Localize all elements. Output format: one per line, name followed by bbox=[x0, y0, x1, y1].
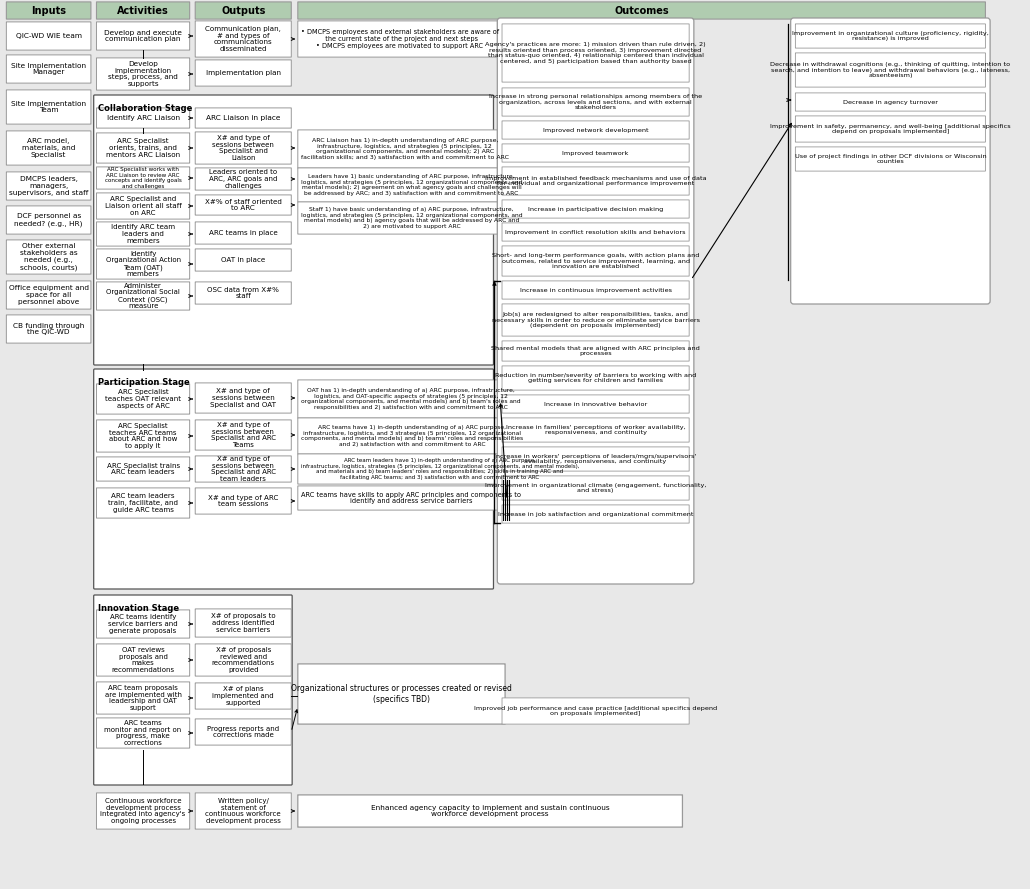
FancyBboxPatch shape bbox=[502, 200, 689, 218]
FancyBboxPatch shape bbox=[97, 58, 190, 90]
FancyBboxPatch shape bbox=[196, 683, 291, 709]
FancyBboxPatch shape bbox=[502, 505, 689, 523]
FancyBboxPatch shape bbox=[97, 22, 190, 50]
FancyBboxPatch shape bbox=[196, 132, 291, 164]
FancyBboxPatch shape bbox=[791, 18, 990, 304]
Text: ARC Specialist
teaches ARC teams
about ARC and how
to apply it: ARC Specialist teaches ARC teams about A… bbox=[109, 423, 177, 449]
FancyBboxPatch shape bbox=[97, 384, 190, 414]
Text: Improvement in organizational climate (engagement, functionality,
and stress): Improvement in organizational climate (e… bbox=[485, 483, 707, 493]
Text: Outputs: Outputs bbox=[221, 5, 266, 15]
Text: Activities: Activities bbox=[117, 5, 169, 15]
FancyBboxPatch shape bbox=[502, 167, 689, 195]
Text: Site Implementation
Manager: Site Implementation Manager bbox=[11, 62, 87, 76]
FancyBboxPatch shape bbox=[196, 644, 291, 677]
FancyBboxPatch shape bbox=[94, 595, 293, 785]
FancyBboxPatch shape bbox=[795, 53, 986, 87]
Text: ARC teams identify
service barriers and
generate proposals: ARC teams identify service barriers and … bbox=[108, 614, 178, 634]
FancyBboxPatch shape bbox=[196, 168, 291, 190]
FancyBboxPatch shape bbox=[94, 369, 493, 589]
Text: OAT reviews
proposals and
makes
recommendations: OAT reviews proposals and makes recommen… bbox=[111, 647, 175, 673]
FancyBboxPatch shape bbox=[196, 249, 291, 271]
Text: X# and type of ARC
team sessions: X# and type of ARC team sessions bbox=[208, 494, 278, 508]
FancyBboxPatch shape bbox=[6, 2, 91, 19]
Text: ARC teams in place: ARC teams in place bbox=[209, 230, 278, 236]
Text: ARC teams have skills to apply ARC principles and components to
identify and add: ARC teams have skills to apply ARC princ… bbox=[301, 492, 521, 504]
FancyBboxPatch shape bbox=[6, 315, 91, 343]
FancyBboxPatch shape bbox=[97, 793, 190, 829]
Text: Site Implementation
Team: Site Implementation Team bbox=[11, 100, 87, 114]
Text: Leaders have 1) basic understanding of ARC purpose, infrastructure,
logistics, a: Leaders have 1) basic understanding of A… bbox=[301, 174, 522, 196]
Text: X# and type of
sessions between
Specialist and ARC
Teams: X# and type of sessions between Speciali… bbox=[211, 422, 276, 448]
Text: Written policy/
statement of
continuous workforce
development process: Written policy/ statement of continuous … bbox=[205, 797, 281, 824]
FancyBboxPatch shape bbox=[795, 116, 986, 142]
Text: Organizational structures or processes created or revised
(specifics TBD): Organizational structures or processes c… bbox=[291, 685, 512, 703]
Text: Increase in innovative behavior: Increase in innovative behavior bbox=[544, 402, 647, 406]
Text: Staff 1) have basic understanding of a) ARC purpose, infrastructure,
logistics, : Staff 1) have basic understanding of a) … bbox=[301, 207, 522, 228]
FancyBboxPatch shape bbox=[298, 664, 505, 725]
Text: ARC Liaison in place: ARC Liaison in place bbox=[206, 115, 280, 121]
Text: CB funding through
the QIC-WD: CB funding through the QIC-WD bbox=[13, 323, 84, 335]
FancyBboxPatch shape bbox=[94, 95, 493, 365]
Text: ARC model,
materials, and
Specialist: ARC model, materials, and Specialist bbox=[22, 139, 75, 157]
FancyBboxPatch shape bbox=[795, 147, 986, 171]
FancyBboxPatch shape bbox=[502, 88, 689, 116]
Text: Identify
Organizational Action
Team (OAT)
members: Identify Organizational Action Team (OAT… bbox=[105, 251, 180, 277]
FancyBboxPatch shape bbox=[6, 240, 91, 274]
FancyBboxPatch shape bbox=[502, 24, 689, 82]
Text: Progress reports and
corrections made: Progress reports and corrections made bbox=[207, 725, 279, 739]
Text: Office equipment and
space for all
personnel above: Office equipment and space for all perso… bbox=[8, 285, 89, 305]
FancyBboxPatch shape bbox=[196, 282, 291, 304]
FancyBboxPatch shape bbox=[196, 456, 291, 482]
Text: Other external
stakeholders as
needed (e.g.,
schools, courts): Other external stakeholders as needed (e… bbox=[20, 244, 77, 270]
Text: Develop
implementation
steps, process, and
supports: Develop implementation steps, process, a… bbox=[108, 60, 178, 87]
Text: Improved job performance and case practice [additional specifics depend
on propo: Improved job performance and case practi… bbox=[474, 706, 717, 717]
FancyBboxPatch shape bbox=[97, 644, 190, 677]
Text: Use of project findings in other DCF divisions or Wisconsin
counties: Use of project findings in other DCF div… bbox=[794, 154, 986, 164]
Text: Develop and execute
communication plan: Develop and execute communication plan bbox=[104, 29, 182, 43]
FancyBboxPatch shape bbox=[502, 246, 689, 276]
FancyBboxPatch shape bbox=[497, 18, 694, 584]
FancyBboxPatch shape bbox=[6, 206, 91, 234]
FancyBboxPatch shape bbox=[502, 476, 689, 501]
Text: X# of proposals
reviewed and
recommendations
provided: X# of proposals reviewed and recommendat… bbox=[212, 647, 275, 673]
Text: Increase in families' perceptions of worker availability,
responsiveness, and co: Increase in families' perceptions of wor… bbox=[506, 425, 685, 436]
FancyBboxPatch shape bbox=[502, 698, 689, 725]
FancyBboxPatch shape bbox=[97, 222, 190, 246]
FancyBboxPatch shape bbox=[6, 55, 91, 83]
Text: Increase in continuous improvement activities: Increase in continuous improvement activ… bbox=[519, 287, 672, 292]
FancyBboxPatch shape bbox=[6, 22, 91, 50]
Text: Inputs: Inputs bbox=[31, 5, 66, 15]
FancyBboxPatch shape bbox=[97, 282, 190, 310]
Text: ARC Specialist
teaches OAT relevant
aspects of ARC: ARC Specialist teaches OAT relevant aspe… bbox=[105, 389, 181, 409]
FancyBboxPatch shape bbox=[298, 418, 497, 454]
Text: Identify ARC team
leaders and
members: Identify ARC team leaders and members bbox=[111, 224, 175, 244]
FancyBboxPatch shape bbox=[97, 457, 190, 481]
FancyBboxPatch shape bbox=[196, 609, 291, 637]
Text: Continuous workforce
development process
integrated into agency's
ongoing proces: Continuous workforce development process… bbox=[101, 797, 185, 824]
Text: Improvement in safety, permanency, and well-being [additional specifics
depend o: Improvement in safety, permanency, and w… bbox=[770, 124, 1010, 134]
FancyBboxPatch shape bbox=[502, 447, 689, 471]
Text: X# and type of
sessions between
Specialist and ARC
team leaders: X# and type of sessions between Speciali… bbox=[211, 456, 276, 482]
Text: Identify ARC Liaison: Identify ARC Liaison bbox=[106, 115, 179, 121]
Text: Communication plan,
# and types of
communications
disseminated: Communication plan, # and types of commu… bbox=[205, 26, 281, 52]
Text: Agency's practices are more: 1) mission driven than rule driven, 2)
results orie: Agency's practices are more: 1) mission … bbox=[485, 42, 706, 64]
Text: OAT in place: OAT in place bbox=[221, 257, 266, 263]
Text: Enhanced agency capacity to implement and sustain continuous
workforce developme: Enhanced agency capacity to implement an… bbox=[371, 805, 610, 817]
Text: QIC-WD WIE team: QIC-WD WIE team bbox=[15, 33, 81, 39]
FancyBboxPatch shape bbox=[6, 131, 91, 165]
Text: Innovation Stage: Innovation Stage bbox=[98, 604, 178, 613]
Text: Leaders oriented to
ARC, ARC goals and
challenges: Leaders oriented to ARC, ARC goals and c… bbox=[209, 169, 277, 188]
FancyBboxPatch shape bbox=[97, 108, 190, 128]
FancyBboxPatch shape bbox=[502, 395, 689, 413]
FancyBboxPatch shape bbox=[196, 222, 291, 244]
FancyBboxPatch shape bbox=[298, 21, 497, 57]
Text: Participation Stage: Participation Stage bbox=[98, 378, 190, 387]
Text: OAT has 1) in-depth understanding of a) ARC purpose, infrastructure,
logistics, : OAT has 1) in-depth understanding of a) … bbox=[301, 388, 520, 410]
Text: Decrease in withdrawal cognitions (e.g., thinking of quitting, intention to
sear: Decrease in withdrawal cognitions (e.g.,… bbox=[770, 62, 1010, 78]
FancyBboxPatch shape bbox=[97, 682, 190, 714]
Text: X# of proposals to
address identified
service barriers: X# of proposals to address identified se… bbox=[211, 613, 276, 633]
Text: X#% of staff oriented
to ARC: X#% of staff oriented to ARC bbox=[205, 198, 281, 212]
Text: • DMCPS employees and external stakeholders are aware of
  the current state of : • DMCPS employees and external stakehold… bbox=[301, 29, 499, 49]
FancyBboxPatch shape bbox=[298, 2, 986, 19]
FancyBboxPatch shape bbox=[196, 420, 291, 450]
